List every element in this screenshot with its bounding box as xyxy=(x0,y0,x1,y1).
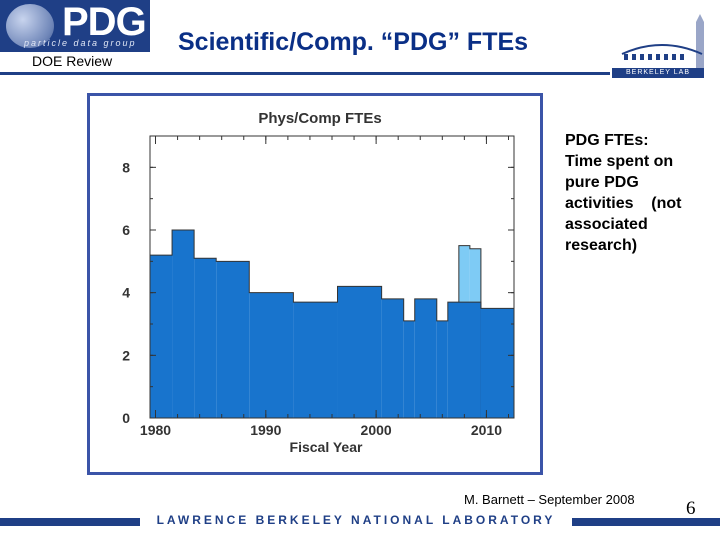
berkeley-lab-label: BERKELEY LAB xyxy=(612,68,704,78)
side-note-line: activities (not xyxy=(565,195,682,212)
page-number: 6 xyxy=(686,498,696,519)
chart-bar xyxy=(172,230,195,418)
x-tick-label: 2000 xyxy=(361,422,392,438)
chart-bar xyxy=(436,320,448,418)
berkeley-lab-logo xyxy=(621,14,704,68)
x-tick-label: 1990 xyxy=(250,422,281,438)
fte-chart: Phys/Comp FTEs Fiscal Year 0 2 4 6 8 1980 1990… xyxy=(122,110,515,455)
x-axis-label: Fiscal Year xyxy=(290,439,363,455)
campanile-icon xyxy=(621,14,704,68)
y-tick-label: 0 xyxy=(122,410,130,426)
slide-title: Scientific/Comp. “PDG” FTEs xyxy=(178,28,529,56)
side-note-line: research) xyxy=(565,237,638,254)
side-note-line: PDG FTEs: xyxy=(565,132,649,149)
review-label: DOE Review xyxy=(32,53,113,69)
chart-title: Phys/Comp FTEs xyxy=(258,110,381,127)
chart-bar xyxy=(194,258,217,418)
chart-bar xyxy=(293,302,338,418)
footer-lab-name: LAWRENCE BERKELEY NATIONAL LABORATORY xyxy=(140,512,572,529)
chart-bar xyxy=(480,308,514,418)
series-outline xyxy=(458,245,482,418)
side-note: PDG FTEs: Time spent on pure PDG activit… xyxy=(565,130,715,256)
pdg-logo-subtext: particle data group xyxy=(24,38,137,48)
chart-bar xyxy=(381,298,404,418)
side-note-line: Time spent on xyxy=(565,153,674,170)
chart-bar xyxy=(403,320,415,418)
chart-bar xyxy=(249,292,294,418)
y-tick-label: 2 xyxy=(122,347,130,363)
pdg-logo-text: PDG xyxy=(62,0,147,44)
y-tick-label: 4 xyxy=(122,285,130,301)
header-divider xyxy=(0,72,610,75)
presenter-credit: M. Barnett – September 2008 xyxy=(464,492,635,507)
side-note-line: associated xyxy=(565,216,648,233)
chart-frame: Phys/Comp FTEs Fiscal Year 0 2 4 6 8 1980 1990… xyxy=(87,93,543,475)
globe-icon xyxy=(6,4,54,48)
chart-bar xyxy=(414,298,437,418)
side-note-line: pure PDG xyxy=(565,174,639,191)
series-outline xyxy=(149,229,515,418)
x-tick-label: 1980 xyxy=(140,422,171,438)
chart-bar xyxy=(447,302,481,418)
chart-bar xyxy=(216,261,250,418)
y-tick-label: 6 xyxy=(122,222,130,238)
chart-bar xyxy=(150,255,173,418)
y-tick-label: 8 xyxy=(122,159,130,175)
chart-bar xyxy=(337,286,382,418)
x-tick-label: 2010 xyxy=(471,422,502,438)
pdg-logo: PDG particle data group xyxy=(0,0,150,52)
